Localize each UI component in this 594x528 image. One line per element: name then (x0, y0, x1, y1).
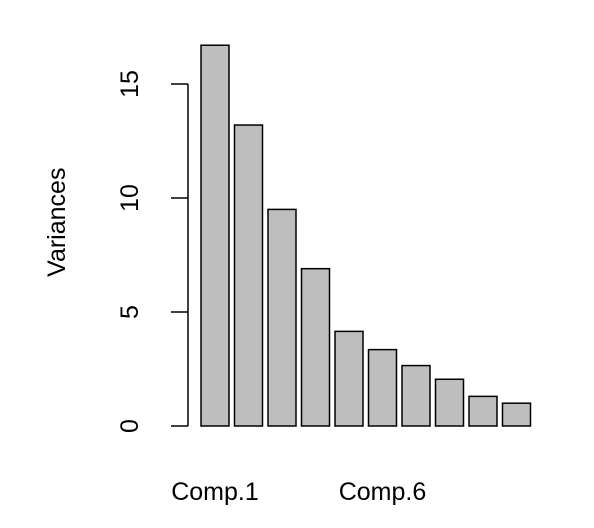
y-tick-label-10: 10 (116, 184, 144, 212)
bar-comp-3 (267, 208, 297, 427)
bars-group (200, 44, 532, 427)
bar-comp-5 (334, 330, 364, 427)
x-tick-label-comp-1: Comp.1 (171, 478, 259, 506)
y-axis: 0 5 10 15 (116, 70, 189, 433)
bar-comp-8 (434, 378, 465, 427)
y-axis-title: Variances (43, 168, 71, 277)
bar-comp-7 (401, 364, 431, 427)
bar-comp-1 (200, 44, 230, 427)
y-tick-label-5: 5 (116, 305, 144, 319)
x-tick-label-comp-6: Comp.6 (339, 478, 427, 506)
bar-comp-6 (367, 348, 398, 427)
y-tick-label-0: 0 (116, 419, 144, 433)
bar-comp-4 (300, 267, 331, 427)
bar-comp-2 (233, 124, 264, 427)
y-tick-label-15: 15 (116, 70, 144, 98)
bar-comp-9 (468, 395, 498, 427)
bar-comp-10 (501, 402, 532, 427)
x-axis-labels: Comp.1 Comp.6 (171, 478, 426, 506)
